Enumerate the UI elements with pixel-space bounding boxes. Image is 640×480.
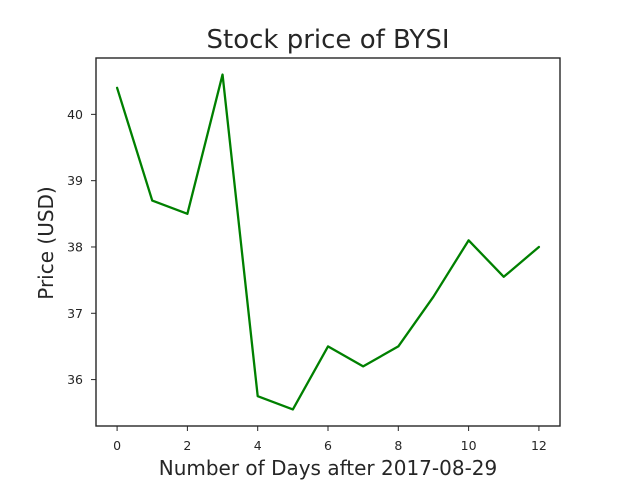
chart-title: Stock price of BYSI	[207, 25, 450, 55]
x-axis-ticks: 0 2 4 6 8 10 12	[113, 426, 547, 453]
y-tick-label: 37	[67, 306, 83, 321]
y-axis-label: Price (USD)	[34, 186, 58, 300]
x-tick-label: 10	[461, 438, 477, 453]
x-tick-label: 8	[394, 438, 402, 453]
y-tick-label: 38	[67, 239, 83, 254]
x-axis-label: Number of Days after 2017-08-29	[159, 456, 498, 480]
y-tick-label: 39	[67, 173, 83, 188]
y-axis-ticks: 36 37 38 39 40	[67, 107, 96, 387]
plot-frame	[95, 57, 561, 427]
x-tick-label: 4	[254, 438, 262, 453]
x-tick-label: 2	[183, 438, 191, 453]
x-tick-label: 0	[113, 438, 121, 453]
plot-lines	[115, 73, 541, 411]
x-tick-label: 12	[531, 438, 547, 453]
price-line	[115, 73, 541, 411]
y-tick-label: 40	[67, 107, 83, 122]
y-tick-label: 36	[67, 372, 83, 387]
x-tick-label: 6	[324, 438, 332, 453]
